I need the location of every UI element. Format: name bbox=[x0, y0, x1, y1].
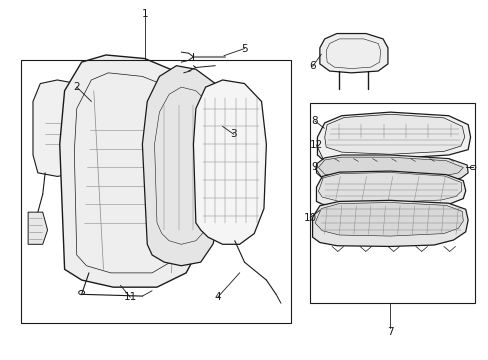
Polygon shape bbox=[60, 55, 207, 287]
Text: 5: 5 bbox=[241, 44, 247, 54]
Text: 4: 4 bbox=[214, 292, 221, 302]
Text: 12: 12 bbox=[309, 140, 323, 150]
Polygon shape bbox=[312, 201, 467, 247]
Text: 9: 9 bbox=[311, 162, 318, 172]
Polygon shape bbox=[33, 80, 81, 176]
Polygon shape bbox=[193, 80, 266, 244]
Circle shape bbox=[180, 70, 187, 76]
Circle shape bbox=[201, 202, 211, 208]
Polygon shape bbox=[142, 66, 222, 266]
Polygon shape bbox=[314, 203, 462, 236]
Polygon shape bbox=[318, 172, 461, 202]
Polygon shape bbox=[324, 114, 464, 154]
Polygon shape bbox=[28, 212, 47, 244]
Polygon shape bbox=[316, 171, 465, 207]
Text: 7: 7 bbox=[386, 327, 393, 337]
Text: 10: 10 bbox=[303, 212, 316, 222]
Polygon shape bbox=[317, 112, 469, 159]
Circle shape bbox=[79, 291, 84, 295]
Text: 8: 8 bbox=[311, 116, 318, 126]
Circle shape bbox=[201, 112, 211, 119]
Text: 2: 2 bbox=[73, 82, 80, 92]
Text: 11: 11 bbox=[123, 292, 137, 302]
Text: 3: 3 bbox=[230, 129, 237, 139]
Text: 1: 1 bbox=[141, 9, 148, 19]
Bar bbox=[21, 60, 290, 323]
Bar bbox=[309, 103, 474, 303]
Polygon shape bbox=[316, 155, 467, 182]
Text: 6: 6 bbox=[308, 62, 315, 71]
Polygon shape bbox=[318, 157, 462, 178]
Circle shape bbox=[469, 165, 475, 170]
Polygon shape bbox=[319, 33, 387, 73]
